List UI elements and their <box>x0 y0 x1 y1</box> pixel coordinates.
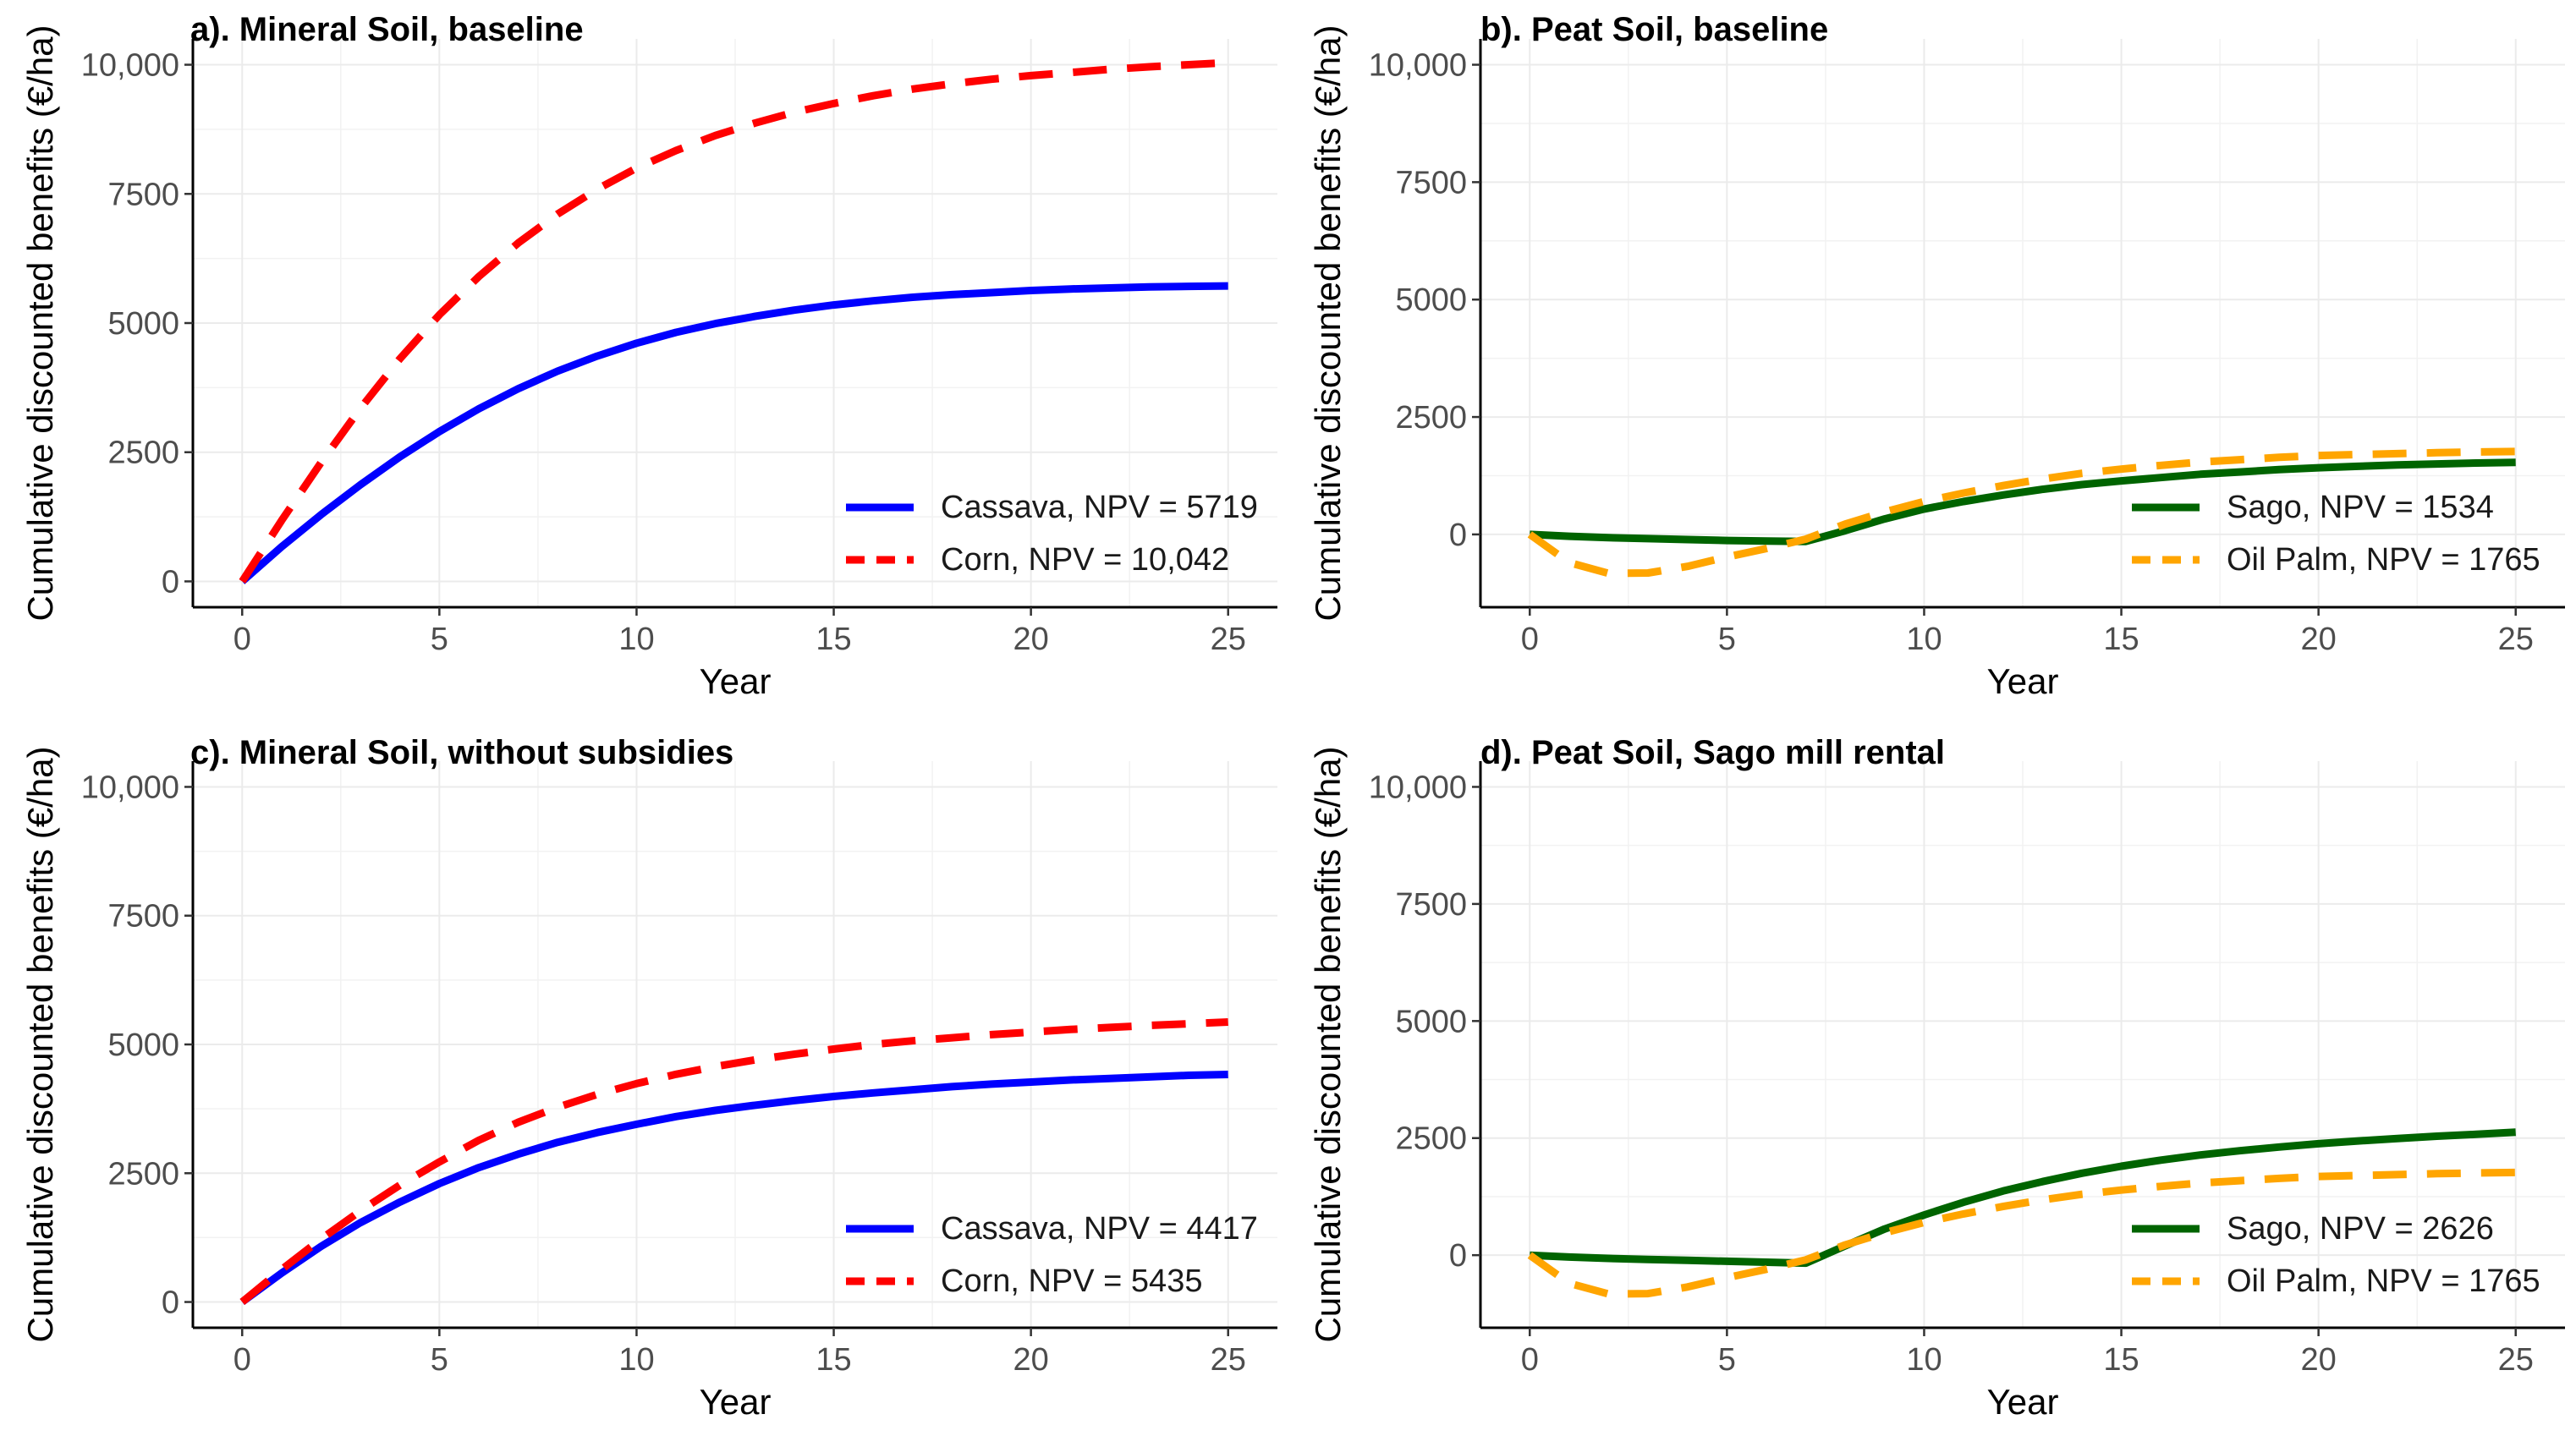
y-tick-label: 2500 <box>107 436 179 471</box>
legend-label: Corn, NPV = 10,042 <box>941 542 1229 578</box>
panel-title: a). Mineral Soil, baseline <box>190 11 584 48</box>
legend-label: Sago, NPV = 2626 <box>2227 1211 2494 1247</box>
x-axis-label: Year <box>700 661 772 701</box>
y-tick-label: 0 <box>1449 518 1467 553</box>
legend-label: Oil Palm, NPV = 1765 <box>2227 542 2540 578</box>
x-tick-label: 25 <box>2498 622 2534 657</box>
y-tick-label: 0 <box>162 1285 179 1321</box>
x-tick-label: 0 <box>1521 622 1539 657</box>
y-axis-label: Cumulative discounted benefits (€/ha) <box>20 746 60 1342</box>
panel-title: c). Mineral Soil, without subsidies <box>190 734 733 771</box>
panel-title: d). Peat Soil, Sago mill rental <box>1480 734 1945 771</box>
series-line-oil-palm <box>1527 1168 2516 1298</box>
series-line-cassava <box>239 1071 1228 1306</box>
y-tick-label: 2500 <box>1395 400 1467 436</box>
x-axis-label: Year <box>1987 1382 2059 1422</box>
legend-label: Oil Palm, NPV = 1765 <box>2227 1263 2540 1299</box>
series-line-corn <box>239 1018 1228 1305</box>
y-tick-label: 0 <box>162 564 179 600</box>
x-tick-label: 25 <box>1211 622 1246 657</box>
y-tick-label: 7500 <box>1395 165 1467 200</box>
y-tick-label: 0 <box>1449 1238 1467 1274</box>
panel-4: 0 2500 5000 7500 10,000 0 5 10 15 20 25 Sago, NPV =… <box>1308 734 2565 1422</box>
x-tick-label: 5 <box>1718 1342 1736 1378</box>
series-line-oil-palm <box>1527 447 2516 578</box>
legend-label: Corn, NPV = 5435 <box>941 1263 1202 1299</box>
x-tick-label: 20 <box>2300 1342 2336 1378</box>
panel-1: 0 2500 5000 7500 10,000 0 5 10 15 20 25 Cassava, NP… <box>20 11 1277 701</box>
series-line-cassava <box>239 282 1228 584</box>
x-tick-label: 10 <box>618 1342 654 1378</box>
x-tick-label: 10 <box>1906 622 1942 657</box>
y-tick-label: 2500 <box>1395 1121 1467 1157</box>
y-tick-label: 5000 <box>1395 1004 1467 1039</box>
panel-2: 0 2500 5000 7500 10,000 0 5 10 15 20 25 Sago, NPV =… <box>1308 11 2565 701</box>
y-tick-label: 2500 <box>107 1156 179 1192</box>
x-tick-label: 25 <box>2498 1342 2534 1378</box>
y-tick-label: 5000 <box>107 1028 179 1063</box>
x-tick-label: 20 <box>2300 622 2336 657</box>
x-tick-label: 25 <box>1211 1342 1246 1378</box>
y-tick-label: 5000 <box>1395 282 1467 318</box>
legend-label: Cassava, NPV = 5719 <box>941 490 1258 525</box>
panel-title: b). Peat Soil, baseline <box>1480 11 1828 48</box>
y-tick-label: 7500 <box>107 899 179 934</box>
y-tick-label: 10,000 <box>1369 770 1467 805</box>
series-line-sago <box>1530 458 2516 545</box>
panel-3: 0 2500 5000 7500 10,000 0 5 10 15 20 25 Cassava, NP… <box>20 734 1277 1422</box>
y-axis-label: Cumulative discounted benefits (€/ha) <box>20 25 60 621</box>
x-tick-label: 0 <box>233 622 251 657</box>
x-tick-label: 20 <box>1013 622 1048 657</box>
x-tick-label: 5 <box>431 1342 448 1378</box>
y-tick-label: 7500 <box>107 177 179 212</box>
x-tick-label: 5 <box>1718 622 1736 657</box>
y-axis-label: Cumulative discounted benefits (€/ha) <box>1308 746 1348 1342</box>
y-tick-label: 10,000 <box>81 48 179 84</box>
y-tick-label: 5000 <box>107 306 179 342</box>
y-tick-label: 10,000 <box>81 770 179 805</box>
series-line-corn <box>239 58 1228 584</box>
x-axis-label: Year <box>1987 661 2059 701</box>
x-tick-label: 15 <box>2103 622 2139 657</box>
x-tick-label: 5 <box>431 622 448 657</box>
x-axis-label: Year <box>700 1382 772 1422</box>
y-axis-label: Cumulative discounted benefits (€/ha) <box>1308 25 1348 621</box>
y-tick-label: 7500 <box>1395 887 1467 923</box>
series-line-sago <box>1530 1128 2516 1268</box>
legend-label: Sago, NPV = 1534 <box>2227 490 2494 525</box>
y-tick-label: 10,000 <box>1369 48 1467 84</box>
x-tick-label: 20 <box>1013 1342 1048 1378</box>
x-tick-label: 15 <box>816 1342 851 1378</box>
x-tick-label: 15 <box>2103 1342 2139 1378</box>
legend-label: Cassava, NPV = 4417 <box>941 1211 1258 1247</box>
x-tick-label: 0 <box>233 1342 251 1378</box>
x-tick-label: 10 <box>1906 1342 1942 1378</box>
x-tick-label: 15 <box>816 622 851 657</box>
x-tick-label: 10 <box>618 622 654 657</box>
x-tick-label: 0 <box>1521 1342 1539 1378</box>
